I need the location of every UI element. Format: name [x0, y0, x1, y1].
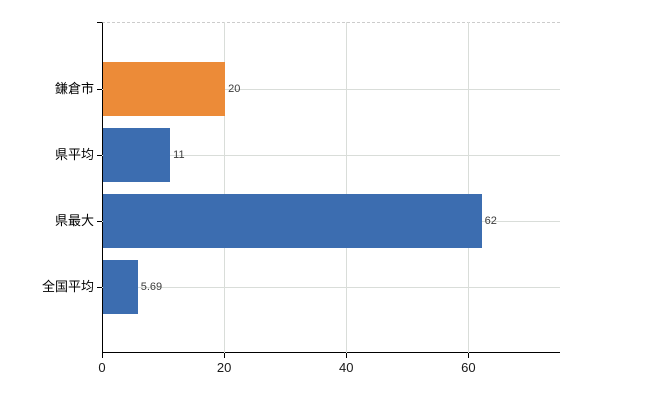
category-label: 鎌倉市 — [54, 81, 94, 96]
x-tick — [102, 353, 103, 358]
x-tick-label: 20 — [216, 360, 232, 375]
bar-value-label: 5.69 — [140, 281, 163, 293]
x-tick — [224, 353, 226, 358]
x-tick — [346, 353, 348, 358]
bar-value-label: 20 — [228, 83, 241, 95]
category-tick — [97, 89, 102, 90]
category-tick — [97, 155, 102, 156]
horizontal-gridline — [102, 155, 560, 156]
vertical-gridline — [224, 22, 226, 353]
category-label: 県平均 — [54, 147, 94, 162]
bar — [103, 62, 226, 116]
bar — [103, 260, 138, 314]
plot-area — [102, 22, 560, 353]
category-tick — [97, 221, 102, 222]
vertical-gridline — [346, 22, 348, 353]
axis-top-tick — [97, 22, 102, 23]
bar — [103, 194, 482, 248]
category-label: 全国平均 — [41, 279, 94, 294]
bar-value-label: 62 — [484, 215, 497, 227]
horizontal-gridline — [102, 287, 560, 288]
x-tick — [468, 353, 470, 358]
category-label: 県最大 — [54, 213, 94, 228]
vertical-gridline — [468, 22, 470, 353]
x-tick-label: 0 — [98, 360, 106, 375]
category-tick — [97, 287, 102, 288]
bar-value-label: 11 — [173, 149, 185, 161]
x-tick-label: 40 — [339, 360, 354, 375]
horizontal-gridline — [102, 89, 560, 90]
x-tick-label: 60 — [461, 360, 476, 375]
bar — [103, 128, 171, 182]
